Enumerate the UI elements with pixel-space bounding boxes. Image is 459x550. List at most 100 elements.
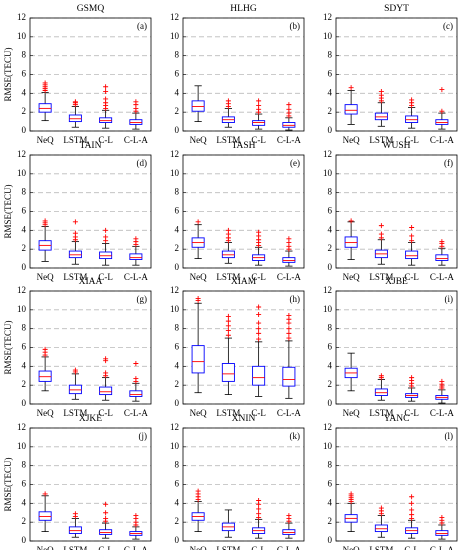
y-tick-label: 6 [328, 69, 333, 79]
outlier [72, 367, 78, 373]
outlier [133, 99, 139, 105]
x-tick-label: NeQ [190, 135, 207, 145]
x-tick-label: C-L [404, 408, 419, 418]
outlier [409, 97, 415, 103]
outlier [409, 507, 415, 513]
y-tick-label: 2 [328, 243, 333, 253]
panel-label: (l) [445, 431, 454, 441]
x-tick-label: NeQ [37, 408, 54, 418]
box [435, 254, 449, 261]
x-tick-label: C-L-A [277, 408, 301, 418]
y-tick-label: 0 [328, 125, 333, 135]
y-tick-label: 4 [22, 497, 27, 507]
y-tick-label: 4 [328, 497, 333, 507]
y-tick-label: 4 [328, 360, 333, 370]
y-tick-label: 12 [170, 422, 179, 432]
x-tick-label: C-L-A [124, 545, 148, 550]
y-tick-label: 8 [175, 50, 180, 60]
y-tick-label: 0 [175, 398, 180, 408]
outlier [225, 323, 231, 329]
y-tick-label: 2 [22, 106, 27, 116]
outlier [378, 373, 384, 379]
x-tick-label: LSTM [369, 272, 393, 282]
box [68, 114, 82, 123]
y-tick-label: 10 [170, 31, 180, 41]
box [282, 257, 296, 263]
outlier [225, 98, 231, 104]
outlier [256, 103, 262, 109]
outlier [133, 361, 139, 367]
y-tick-label: 8 [328, 460, 333, 470]
y-tick-label: 2 [22, 243, 27, 253]
y-tick-label: 10 [323, 441, 333, 451]
outlier [409, 375, 415, 381]
panel-label: (b) [290, 21, 301, 31]
outlier [103, 515, 109, 521]
outlier [103, 227, 109, 233]
outlier [133, 376, 139, 382]
y-tick-label: 8 [175, 460, 180, 470]
outlier [286, 312, 292, 318]
plot-frame [29, 290, 152, 405]
y-tick-label: 10 [17, 31, 27, 41]
y-tick-label: 4 [175, 360, 180, 370]
y-tick-label: 6 [328, 479, 333, 489]
x-tick-label: NeQ [190, 272, 207, 282]
x-tick-label: C-L-A [430, 408, 454, 418]
box [374, 524, 388, 533]
outlier [72, 99, 78, 105]
outlier [103, 84, 109, 90]
outlier [256, 511, 262, 517]
box [344, 104, 358, 115]
panel-label: (i) [445, 294, 454, 304]
outlier [286, 330, 292, 336]
outlier [103, 96, 109, 102]
x-tick-label: C-L [251, 135, 266, 145]
box [68, 250, 82, 259]
outlier [103, 370, 109, 376]
x-tick-label: C-L [404, 545, 419, 550]
box [344, 236, 358, 248]
outlier [409, 494, 415, 500]
box [282, 529, 296, 535]
box [99, 386, 113, 396]
y-tick-label: 2 [175, 243, 180, 253]
x-tick-label: C-L [404, 272, 419, 282]
box [191, 100, 205, 112]
y-tick-label: 12 [323, 12, 332, 22]
outlier [103, 234, 109, 240]
x-tick-label: C-L-A [430, 545, 454, 550]
outlier [42, 346, 48, 352]
box [405, 250, 419, 260]
outlier [225, 318, 231, 324]
outlier [439, 108, 445, 114]
y-axis-label: RMSE(TECU) [3, 184, 13, 238]
x-tick-label: NeQ [190, 408, 207, 418]
panel-label: (j) [139, 431, 148, 441]
x-tick-label: C-L [98, 545, 113, 550]
x-tick-label: LSTM [63, 408, 87, 418]
plot-frame [335, 290, 458, 405]
y-tick-label: 12 [17, 12, 26, 22]
chart-title: XJBE [385, 277, 408, 287]
box [99, 251, 113, 260]
chart-title: SDYT [384, 4, 409, 14]
outlier [72, 219, 78, 225]
y-tick-label: 4 [328, 87, 333, 97]
x-tick-label: C-L-A [430, 272, 454, 282]
y-tick-label: 8 [22, 187, 27, 197]
outlier [348, 85, 354, 91]
outlier [439, 239, 445, 245]
y-tick-label: 12 [170, 12, 179, 22]
outlier [256, 312, 262, 318]
box [435, 530, 449, 536]
y-tick-label: 8 [22, 323, 27, 333]
outlier [195, 488, 201, 494]
plot-frame [182, 17, 305, 132]
y-tick-label: 2 [22, 516, 27, 526]
y-tick-label: 10 [17, 441, 27, 451]
x-tick-label: C-L [98, 135, 113, 145]
outlier [103, 356, 109, 362]
x-tick-label: C-L [251, 408, 266, 418]
box [435, 119, 449, 125]
